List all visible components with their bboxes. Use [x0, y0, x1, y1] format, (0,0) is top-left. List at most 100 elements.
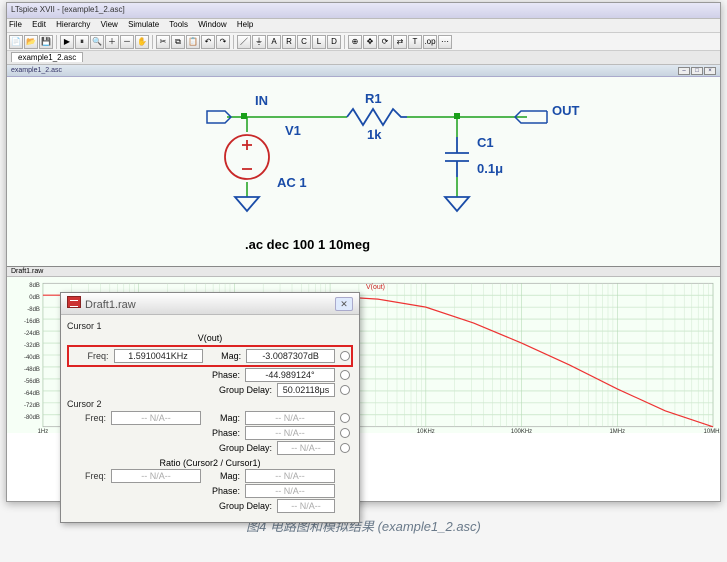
cursor2-header: Cursor 2 — [67, 399, 353, 409]
c2-radio[interactable] — [340, 413, 350, 423]
tb-mirror-icon[interactable]: ⇄ — [393, 35, 407, 49]
tb-pan-icon[interactable]: ✋ — [135, 35, 149, 49]
toolbar: 📄 📂 💾 ▶ ⏸ 🔍 ＋ － ✋ ✂ ⧉ 📋 ↶ ↷ ／ ⏚ A R C L … — [7, 33, 720, 51]
c2-freq-field[interactable]: -- N/A-- — [111, 411, 201, 425]
ratio-gd-field: -- N/A-- — [277, 499, 335, 513]
dialog-body: Cursor 1 V(out) Freq: 1.5910041KHz Mag: … — [61, 315, 359, 522]
c2-phase-label: Phase: — [203, 428, 243, 438]
tb-undo-icon[interactable]: ↶ — [201, 35, 215, 49]
c1-phase-field[interactable]: -44.989124° — [245, 368, 335, 382]
tb-open-icon[interactable]: 📂 — [24, 35, 38, 49]
svg-text:-24dB: -24dB — [24, 331, 40, 337]
minimize-icon[interactable]: – — [678, 67, 690, 75]
svg-text:10KHz: 10KHz — [417, 429, 435, 433]
tb-search-icon[interactable]: 🔍 — [90, 35, 104, 49]
tb-stop-icon[interactable]: ⏸ — [75, 35, 89, 49]
c1-mag-field[interactable]: -3.0087307dB — [246, 349, 335, 363]
menu-bar: File Edit Hierarchy View Simulate Tools … — [7, 19, 720, 33]
tb-res-icon[interactable]: R — [282, 35, 296, 49]
app-title: LTspice XVII - [example1_2.asc] — [11, 5, 125, 14]
tb-zoomin-icon[interactable]: ＋ — [105, 35, 119, 49]
c1-phase-label: Phase: — [203, 370, 243, 380]
menu-window[interactable]: Window — [198, 20, 226, 29]
tb-paste-icon[interactable]: 📋 — [186, 35, 200, 49]
ratio-phase-label: Phase: — [203, 486, 243, 496]
c1-gd-field[interactable]: 50.02118μs — [277, 383, 335, 397]
tb-run-icon[interactable]: ▶ — [60, 35, 74, 49]
ratio-freq-field: -- N/A-- — [111, 469, 201, 483]
tb-new-icon[interactable]: 📄 — [9, 35, 23, 49]
ratio-mag-field: -- N/A-- — [245, 469, 335, 483]
menu-file[interactable]: File — [9, 20, 22, 29]
c2-gd-radio[interactable] — [340, 443, 350, 453]
schematic-canvas[interactable]: IN OUT V1 AC 1 R1 1k C1 0.1μ .ac dec 100… — [7, 77, 720, 267]
label-r1val: 1k — [367, 127, 382, 142]
svg-text:-72dB: -72dB — [24, 403, 40, 409]
svg-text:100KHz: 100KHz — [511, 429, 532, 433]
toolbar-sep — [344, 35, 345, 49]
tb-save-icon[interactable]: 💾 — [39, 35, 53, 49]
c1-freq-field[interactable]: 1.5910041KHz — [114, 349, 203, 363]
c1-phase-radio[interactable] — [340, 370, 350, 380]
tb-more-icon[interactable]: ⋯ — [438, 35, 452, 49]
tb-redo-icon[interactable]: ↷ — [216, 35, 230, 49]
dialog-close-icon[interactable]: ✕ — [335, 297, 353, 311]
label-c1: C1 — [477, 135, 494, 150]
menu-tools[interactable]: Tools — [169, 20, 188, 29]
cursor-dialog[interactable]: Draft1.raw ✕ Cursor 1 V(out) Freq: 1.591… — [60, 292, 360, 523]
svg-text:-64dB: -64dB — [24, 391, 40, 397]
tb-op-icon[interactable]: .op — [423, 35, 437, 49]
tb-rotate-icon[interactable]: ⟳ — [378, 35, 392, 49]
tb-diode-icon[interactable]: D — [327, 35, 341, 49]
svg-text:0dB: 0dB — [29, 295, 40, 301]
c1-gd-label: Group Delay: — [203, 385, 275, 395]
c2-gd-label: Group Delay: — [203, 443, 275, 453]
svg-text:-32dB: -32dB — [24, 343, 40, 349]
ratio-phase-field: -- N/A-- — [245, 484, 335, 498]
toolbar-sep — [56, 35, 57, 49]
dialog-title: Draft1.raw — [85, 299, 136, 311]
svg-text:-48dB: -48dB — [24, 367, 40, 373]
tb-ind-icon[interactable]: L — [312, 35, 326, 49]
maximize-icon[interactable]: □ — [691, 67, 703, 75]
close-icon[interactable]: × — [704, 67, 716, 75]
c1-radio[interactable] — [340, 351, 350, 361]
toolbar-sep — [152, 35, 153, 49]
dialog-titlebar[interactable]: Draft1.raw ✕ — [61, 293, 359, 315]
tb-text-icon[interactable]: T — [408, 35, 422, 49]
tb-cap-icon[interactable]: C — [297, 35, 311, 49]
menu-edit[interactable]: Edit — [32, 20, 46, 29]
waveform-icon — [67, 296, 81, 308]
c2-phase-field[interactable]: -- N/A-- — [245, 426, 335, 440]
trace-header: V(out) — [67, 333, 353, 343]
tb-zoomout-icon[interactable]: － — [120, 35, 134, 49]
svg-text:8dB: 8dB — [29, 283, 40, 289]
tb-comp-icon[interactable]: ⊕ — [348, 35, 362, 49]
tb-move-icon[interactable]: ✥ — [363, 35, 377, 49]
menu-help[interactable]: Help — [237, 20, 253, 29]
c2-freq-label: Freq: — [67, 413, 109, 423]
label-v1: V1 — [285, 123, 301, 138]
tb-gnd-icon[interactable]: ⏚ — [252, 35, 266, 49]
title-bar: LTspice XVII - [example1_2.asc] — [7, 3, 720, 19]
plot-tab[interactable]: Draft1.raw — [7, 267, 720, 277]
menu-hierarchy[interactable]: Hierarchy — [56, 20, 90, 29]
tb-cut-icon[interactable]: ✂ — [156, 35, 170, 49]
tb-wire-icon[interactable]: ／ — [237, 35, 251, 49]
c2-mag-field[interactable]: -- N/A-- — [245, 411, 335, 425]
svg-text:-40dB: -40dB — [24, 355, 40, 361]
menu-simulate[interactable]: Simulate — [128, 20, 159, 29]
spice-directive[interactable]: .ac dec 100 1 10meg — [245, 237, 370, 252]
label-r1: R1 — [365, 91, 382, 106]
svg-text:1MHz: 1MHz — [609, 429, 625, 433]
c1-gd-radio[interactable] — [340, 385, 350, 395]
menu-view[interactable]: View — [101, 20, 118, 29]
schematic-title: example1_2.asc — [11, 67, 62, 74]
c2-gd-field[interactable]: -- N/A-- — [277, 441, 335, 455]
c2-mag-label: Mag: — [203, 413, 243, 423]
c2-phase-radio[interactable] — [340, 428, 350, 438]
tab-schematic[interactable]: example1_2.asc — [11, 52, 83, 62]
label-c1val: 0.1μ — [477, 161, 503, 176]
tb-copy-icon[interactable]: ⧉ — [171, 35, 185, 49]
tb-label-icon[interactable]: A — [267, 35, 281, 49]
